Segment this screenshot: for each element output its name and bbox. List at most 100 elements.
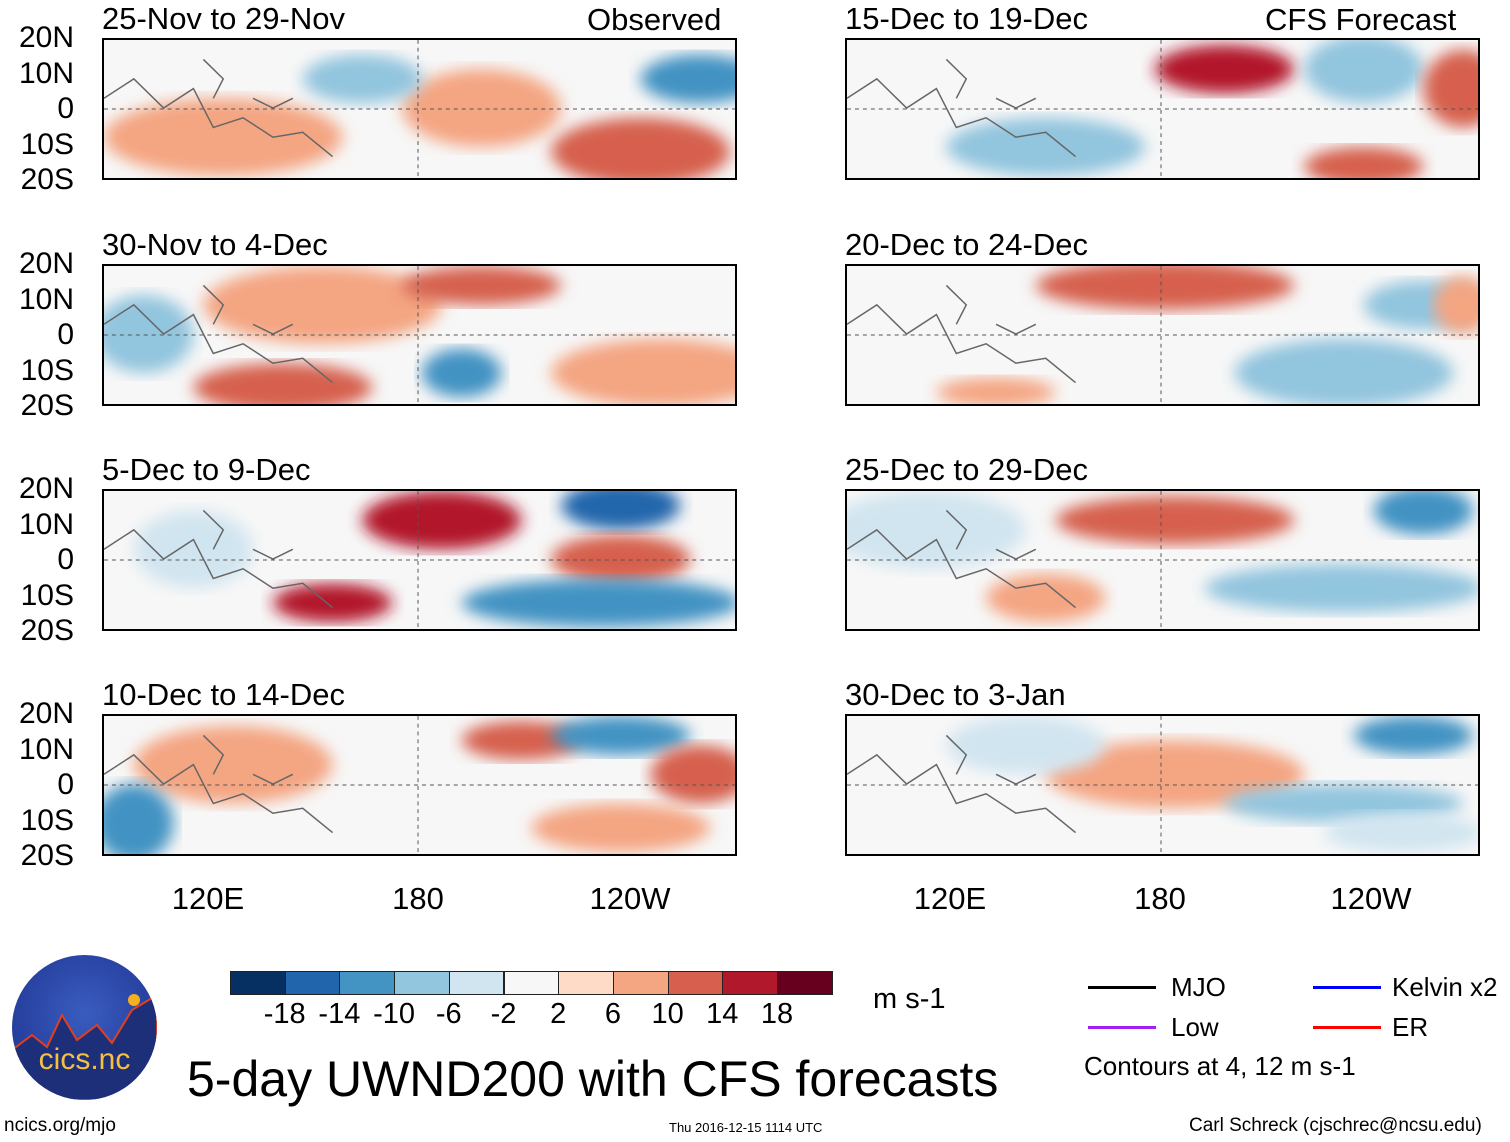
colorbar-tick-label: -2: [490, 998, 517, 1030]
anomaly-region: [561, 491, 681, 530]
coastline: [104, 58, 334, 158]
colorbar-tick-label: -10: [373, 998, 416, 1030]
panel-title: 15-Dec to 19-Dec: [845, 1, 1088, 36]
anomaly-region: [1234, 338, 1454, 404]
map-panel: [102, 714, 737, 856]
anomaly-region: [272, 583, 393, 623]
anomaly-region: [531, 803, 711, 853]
colorbar-units: m s-1: [873, 983, 946, 1015]
colorbar-tick-label: -18: [263, 998, 306, 1030]
lat-label: 10N: [18, 282, 74, 316]
footer-author: Carl Schreck (cjschrec@ncsu.edu): [1189, 1115, 1482, 1136]
anomaly-region: [946, 716, 1106, 775]
anomaly-region: [551, 534, 691, 584]
panel-title: 30-Nov to 4-Dec: [102, 227, 328, 262]
anomaly-region: [847, 491, 1026, 569]
lat-label: 20S: [20, 839, 74, 872]
anomaly-region: [1324, 813, 1478, 853]
colorbar-swatch: [558, 971, 614, 995]
anomaly-region: [1304, 146, 1424, 178]
anomaly-region: [1155, 44, 1295, 94]
lon-label-180-right: 180: [1134, 881, 1186, 916]
coastline: [847, 734, 1077, 834]
anomaly-region: [986, 573, 1106, 623]
legend-swatch-mjo: [1088, 986, 1156, 989]
colorbar-tick-label: 10: [651, 998, 684, 1030]
anomaly-region: [104, 784, 174, 854]
lon-label-120w-left: 120W: [589, 881, 671, 916]
anomaly-region: [936, 377, 1056, 404]
anomaly-region: [104, 295, 194, 373]
colorbar-tick-label: 18: [760, 998, 794, 1030]
anomaly-region: [551, 338, 735, 404]
panel-title: 30-Dec to 3-Jan: [845, 677, 1066, 712]
anomaly-region: [1373, 491, 1474, 535]
colorbar-tick-label: -14: [318, 998, 361, 1030]
anomaly-region: [650, 745, 735, 804]
lat-label: 0: [57, 543, 74, 576]
lat-label: 20N: [18, 697, 74, 730]
colorbar-tick-label: 6: [604, 998, 621, 1030]
anomaly-region: [402, 69, 562, 147]
legend-note: Contours at 4, 12 m s-1: [1084, 1051, 1356, 1081]
observed-label: Observed: [587, 2, 722, 37]
coastline: [847, 284, 1077, 384]
panel-title: 5-Dec to 9-Dec: [102, 452, 311, 487]
anomaly-region: [203, 266, 442, 344]
lat-label: 10S: [20, 803, 74, 837]
anomaly-region: [193, 363, 373, 404]
colorbar-swatch: [284, 971, 341, 995]
colorbar-swatch: [667, 971, 724, 995]
colorbar-swatch: [230, 971, 286, 995]
anomaly-region: [551, 117, 731, 178]
anomaly-region: [1423, 49, 1478, 128]
lon-label-120e-right: 120E: [913, 881, 987, 916]
colorbar-swatch: [612, 971, 669, 995]
coastline: [104, 509, 334, 609]
map-panel: [845, 264, 1480, 406]
lat-label: 0: [57, 92, 74, 125]
lat-label: 20S: [20, 163, 74, 196]
colorbar-swatch: [339, 971, 396, 995]
lon-label-120e-left: 120E: [171, 881, 245, 916]
map-panel: [845, 38, 1480, 180]
colorbar-swatch: [448, 971, 505, 995]
lat-label: 10S: [20, 578, 74, 612]
lon-label-180-left: 180: [392, 881, 444, 916]
coastline: [104, 734, 334, 834]
lon-label-120w-right: 120W: [1330, 881, 1412, 916]
legend-label-er: ER: [1392, 1012, 1429, 1042]
anomaly-region: [1304, 40, 1424, 104]
panel-title: 25-Dec to 29-Dec: [845, 452, 1088, 487]
colorbar-tick-label: 14: [706, 998, 739, 1030]
coastline: [104, 284, 334, 384]
legend-label-low: Low: [1171, 1012, 1219, 1042]
lat-label: 20S: [20, 614, 74, 647]
anomaly-region: [1045, 740, 1305, 809]
anomaly-region: [302, 54, 422, 104]
map-panel: [102, 489, 737, 631]
panel-title: 10-Dec to 14-Dec: [102, 677, 345, 712]
colorbar-tick-label: -6: [435, 998, 462, 1030]
lat-label: 10S: [20, 127, 74, 161]
logo-mountains-icon: [12, 993, 157, 1100]
map-panel: [845, 714, 1480, 856]
legend-swatch-low: [1088, 1026, 1156, 1029]
lat-label: 20N: [18, 472, 74, 505]
lat-label: 10N: [18, 507, 74, 541]
forecast-label: CFS Forecast: [1265, 2, 1457, 37]
coastline: [847, 509, 1077, 609]
map-panel: [102, 38, 737, 180]
anomaly-region: [461, 720, 581, 760]
lat-label: 20N: [18, 21, 74, 54]
anomaly-region: [1035, 266, 1295, 310]
logo-text: cics.nc: [38, 1043, 131, 1076]
footer-timestamp: Thu 2016-12-15 1114 UTC: [669, 1120, 823, 1135]
colorbar-swatch: [722, 971, 778, 995]
anomaly-region: [133, 725, 333, 804]
anomaly-region: [402, 266, 562, 305]
anomaly-region: [1204, 563, 1478, 613]
cics-logo: cics.nc: [12, 955, 157, 1100]
lat-label: 0: [57, 318, 74, 351]
